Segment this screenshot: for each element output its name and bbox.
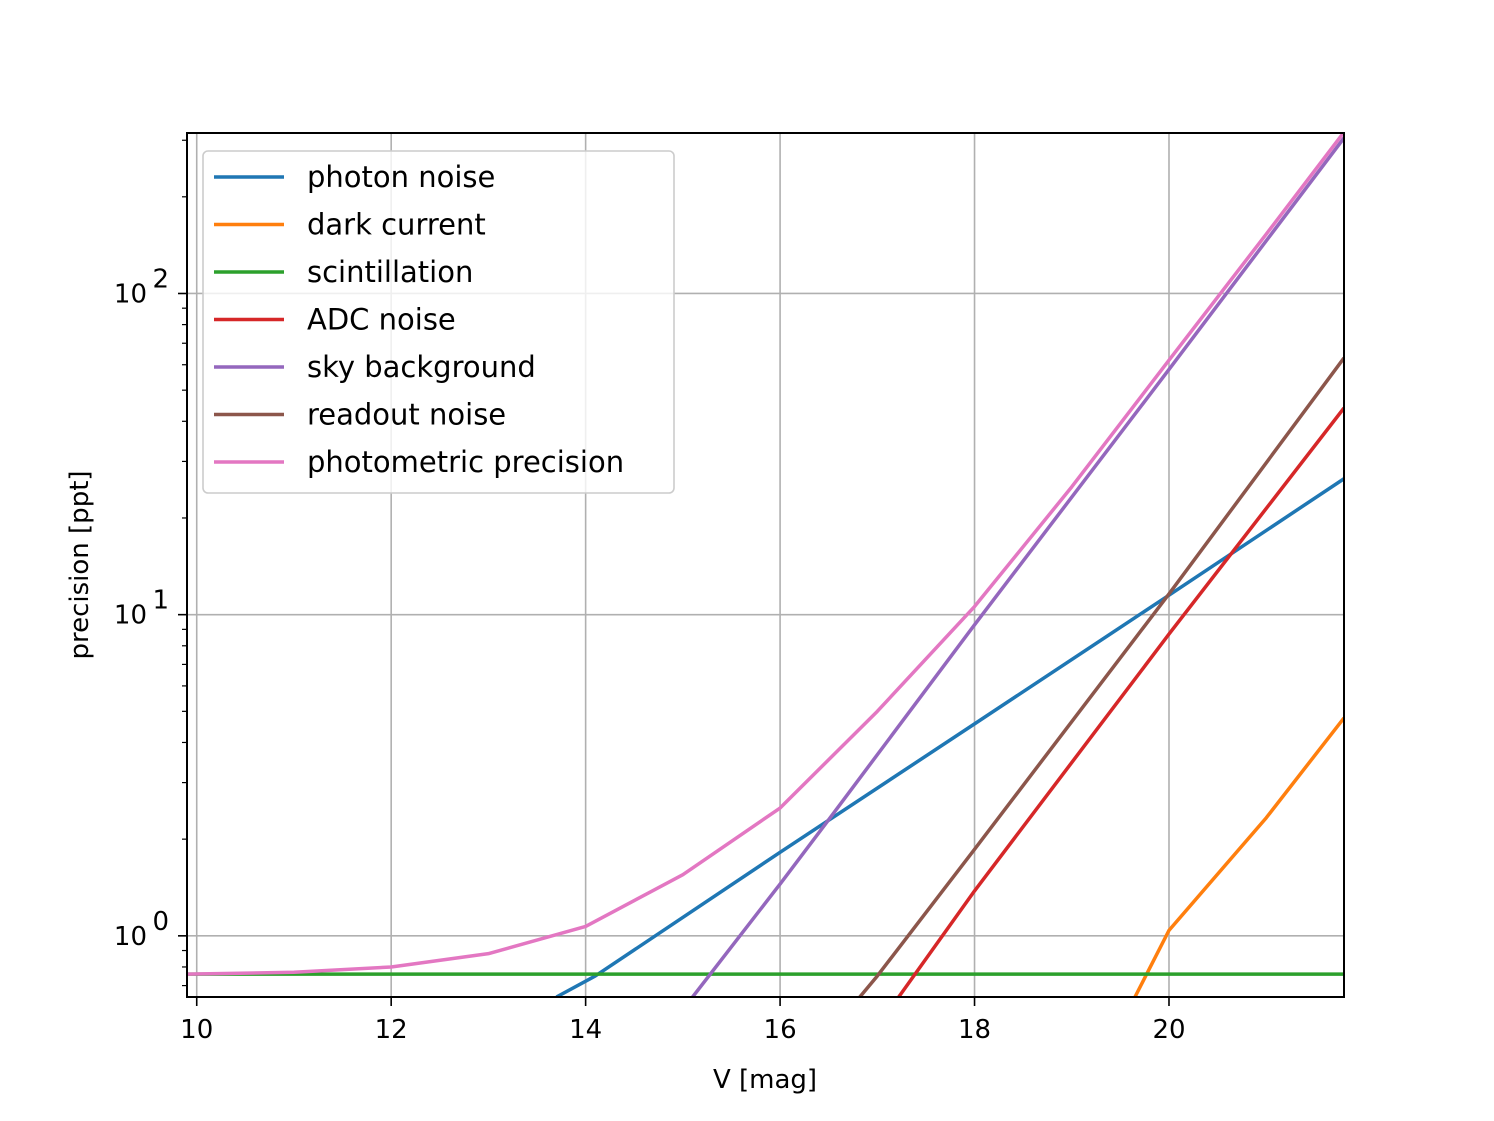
y-tick-base: 10 (114, 922, 147, 952)
legend-label: dark current (307, 208, 486, 242)
legend-label: scintillation (307, 255, 473, 289)
legend-box (202, 150, 675, 494)
y-tick-exponent: 0 (152, 907, 169, 937)
legend: photon noise dark current scintillation ADC… (202, 150, 675, 494)
legend-label: readout noise (307, 398, 506, 432)
y-tick-exponent: 1 (152, 586, 169, 616)
y-tick-label: 10 (114, 922, 147, 952)
series-line-dark-current (1133, 716, 1344, 997)
series-line-adc-noise (897, 406, 1344, 997)
series-line-sky-background (691, 136, 1344, 997)
series-line-readout-noise (858, 356, 1344, 997)
legend-label: sky background (307, 350, 536, 384)
y-tick-exponent: 2 (152, 264, 169, 294)
y-tick-base: 10 (114, 601, 147, 631)
x-axis: 10 12 14 16 18 20 (180, 997, 1186, 1045)
y-axis-label: precision [ppt] (65, 470, 95, 659)
legend-label: photometric precision (307, 445, 624, 479)
series-lines (187, 133, 1344, 997)
series-line-photometric-precision (187, 133, 1344, 976)
y-tick-base: 10 (114, 279, 147, 309)
x-tick-label: 14 (569, 1015, 602, 1045)
x-tick-label: 16 (764, 1015, 797, 1045)
y-tick-label: 10 (114, 601, 147, 631)
x-tick-label: 20 (1152, 1015, 1185, 1045)
x-tick-label: 10 (180, 1015, 213, 1045)
series-line-photon-noise (555, 477, 1344, 997)
x-axis-label: V [mag] (713, 1065, 817, 1095)
x-tick-label: 12 (375, 1015, 408, 1045)
x-tick-label: 18 (958, 1015, 991, 1045)
y-tick-label: 10 (114, 279, 147, 309)
plot-frame (186, 132, 1345, 998)
legend-label: photon noise (307, 160, 495, 194)
legend-label: ADC noise (307, 303, 456, 337)
